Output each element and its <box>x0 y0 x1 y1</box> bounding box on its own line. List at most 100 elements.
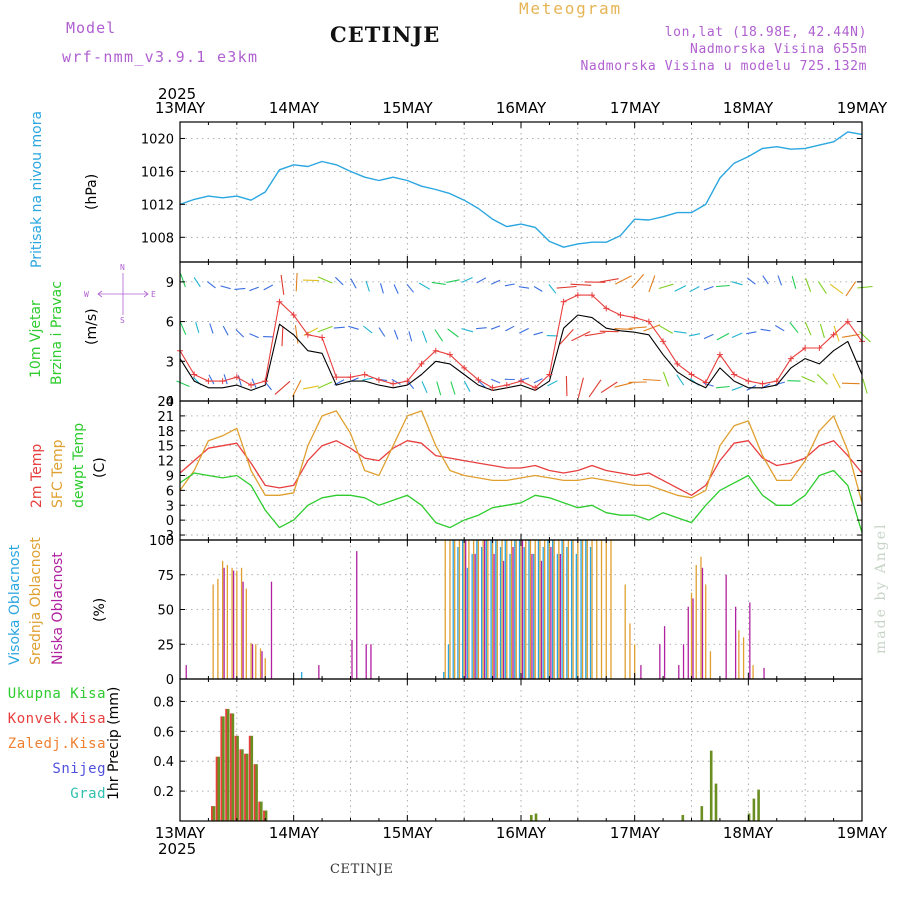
wind-arrow <box>362 377 374 381</box>
wind-arrow <box>857 285 873 289</box>
gust-marker <box>589 292 596 299</box>
legend-freezing: Zaledj.Kisa <box>7 736 106 752</box>
wind-arrow <box>819 323 825 338</box>
gust-marker <box>716 351 723 358</box>
compass-south: S <box>120 316 125 325</box>
wind-arrow <box>463 380 471 392</box>
precip-total-bar <box>530 815 533 821</box>
gust-marker <box>674 360 681 367</box>
wind-arrow <box>804 321 812 336</box>
wind-arrow <box>302 279 319 282</box>
wind-arrow <box>703 285 714 291</box>
wind-arrow <box>378 327 386 337</box>
wind-arrow <box>628 326 647 329</box>
wind-arrow <box>249 286 259 292</box>
precip-total-bar <box>226 708 230 821</box>
wind-arrow <box>689 286 700 293</box>
compass-west: W <box>84 290 89 299</box>
gust-marker <box>205 378 212 385</box>
wind-arrow <box>446 279 460 283</box>
gust-marker <box>787 355 794 362</box>
wind-arrow <box>406 283 415 293</box>
wind-arrow <box>833 325 840 342</box>
day-top-2: 15MAY <box>382 99 433 117</box>
gust-marker <box>645 318 652 325</box>
wind-arrow <box>348 325 359 330</box>
precip-total-bar <box>681 815 685 821</box>
wind-arrow <box>746 277 756 285</box>
wind-arrow <box>333 326 345 329</box>
gust-marker <box>631 314 638 321</box>
y-tick-label: 1012 <box>141 198 174 213</box>
wind-arrow <box>533 286 543 292</box>
day-top-4: 17MAY <box>610 99 661 117</box>
y-tick-label: 0.8 <box>153 695 174 710</box>
precip-conv-bar <box>211 806 213 821</box>
wind-arrow <box>362 325 373 334</box>
model-elevation: Nadmorska Visina u modelu 725.132m <box>580 59 867 74</box>
y-tick-label: 1016 <box>141 165 174 180</box>
wind-arrow <box>292 379 302 397</box>
wind-arrow <box>599 278 619 283</box>
wind-arrow <box>303 327 319 336</box>
wind-arrow <box>674 330 687 334</box>
wind-arrow <box>406 380 415 389</box>
gust-marker <box>503 382 510 389</box>
wind-arrow <box>302 385 319 390</box>
precip-total-bar <box>245 753 249 821</box>
gust-marker <box>731 371 738 378</box>
y-tick-label: 12 <box>157 455 174 470</box>
wind-arrow <box>274 380 291 395</box>
gust-marker <box>518 378 524 385</box>
wind-arrow <box>179 321 187 335</box>
precip-total-bar <box>231 713 235 821</box>
precip-total-bar <box>752 798 756 821</box>
precip-conv-bar <box>225 708 228 821</box>
gust-marker <box>191 371 198 378</box>
y-tick-label: 25 <box>157 638 174 653</box>
gust-marker <box>546 371 553 378</box>
gust-marker <box>560 298 567 305</box>
wind-arrows <box>176 272 873 399</box>
precip-total-bar <box>700 806 704 821</box>
precip-conv-bar <box>244 753 247 821</box>
y-tick-label: 9 <box>166 469 174 484</box>
y-tick-label: 0 <box>166 673 174 688</box>
gust-marker <box>745 378 752 385</box>
year-bottom: 2025 <box>158 840 196 858</box>
gust-marker <box>276 298 283 305</box>
wind-arrow <box>615 275 632 285</box>
day-top-5: 18MAY <box>723 99 774 117</box>
gust-marker <box>603 305 610 312</box>
wind-arrow <box>631 274 645 289</box>
wind-arrow <box>490 378 501 384</box>
precip-total-bar <box>236 735 239 821</box>
compass-north: N <box>120 263 125 272</box>
gust-marker <box>844 318 851 325</box>
cloud-series-cloud_low <box>185 540 765 679</box>
gust-marker <box>802 345 809 352</box>
panel-frame-0 <box>179 121 863 263</box>
day-bottom-2: 15MAY <box>382 824 433 842</box>
gust-marker <box>773 378 780 385</box>
gust-marker <box>532 384 539 391</box>
wind-arrow <box>431 281 446 285</box>
day-top-1: 14MAY <box>269 99 320 117</box>
wind-arrow <box>760 328 771 332</box>
precip-conv-bar <box>239 749 242 821</box>
dewpt-temp-line <box>179 469 863 533</box>
compass-arrows-icon <box>97 273 149 315</box>
precip-total-bar <box>241 749 244 821</box>
wind-arrow <box>716 284 730 288</box>
wind-arrow <box>450 381 456 395</box>
wind-arrow <box>643 378 661 382</box>
gust-marker <box>404 378 411 385</box>
wind-arrow <box>775 325 785 332</box>
y-tick-label: -3 <box>161 529 174 544</box>
day-top-3: 16MAY <box>496 99 547 117</box>
day-bottom-4: 17MAY <box>610 824 661 842</box>
y-tick-label: 1008 <box>141 231 174 246</box>
gust-marker <box>347 374 354 381</box>
wind-arrow <box>317 276 333 284</box>
